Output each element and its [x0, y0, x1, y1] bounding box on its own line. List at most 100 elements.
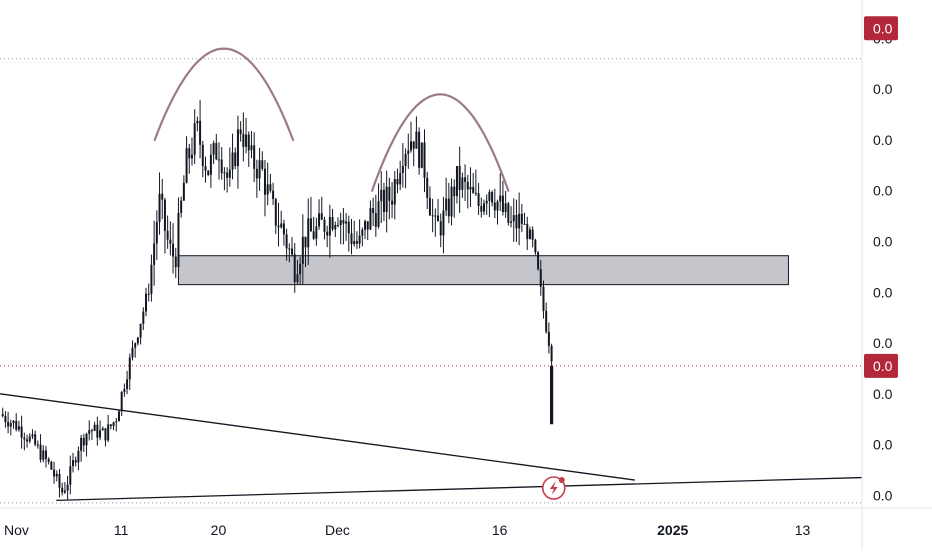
candle-body	[85, 433, 88, 446]
zone-support[interactable]	[177, 255, 789, 286]
candle-body	[285, 234, 288, 249]
candle-body	[82, 437, 85, 446]
candle-body	[542, 286, 545, 311]
candle-body	[136, 337, 139, 344]
candle-body	[434, 215, 437, 217]
candle-body	[488, 192, 491, 201]
candle-body	[26, 439, 29, 442]
x-tick-label: 13	[795, 522, 811, 538]
candle-body	[272, 190, 275, 200]
event-marker[interactable]	[541, 476, 566, 500]
candle-body	[47, 458, 50, 462]
candle-body	[28, 436, 31, 442]
candle-body	[7, 421, 10, 427]
trendline-0[interactable]	[0, 393, 635, 481]
candle-body	[301, 236, 304, 264]
candle-body	[372, 208, 375, 214]
candle-body	[90, 430, 93, 432]
candle-body	[320, 213, 323, 220]
candle-body	[250, 145, 253, 151]
candle-body	[115, 421, 118, 423]
candle-body	[55, 473, 58, 477]
candle-body	[296, 274, 299, 283]
candle-body	[309, 218, 312, 232]
candle-body	[550, 346, 553, 362]
candle-body	[209, 154, 212, 175]
candle-body	[431, 215, 434, 217]
candle-body	[117, 411, 120, 422]
candle-body	[531, 229, 534, 240]
trendlines[interactable]	[0, 393, 863, 502]
candle-body	[426, 177, 429, 198]
candle-body	[523, 223, 526, 225]
candle-body	[226, 172, 229, 178]
candle-body	[185, 148, 188, 183]
candle-body	[393, 179, 396, 205]
candle-body	[336, 225, 339, 227]
candle-body	[334, 225, 337, 230]
candle-body	[388, 186, 391, 201]
candle-body	[447, 198, 450, 217]
candle-body	[518, 213, 521, 229]
candle-body	[190, 154, 193, 159]
candle-body	[109, 424, 112, 427]
candle-body	[188, 148, 191, 159]
candle-body	[491, 192, 494, 203]
candle-body	[353, 241, 356, 245]
candle-body	[207, 170, 210, 175]
candle-body	[323, 219, 326, 232]
candle-body	[150, 264, 153, 294]
candle-body	[326, 231, 329, 236]
candle-body	[245, 134, 248, 147]
candle-body	[442, 210, 445, 236]
candle-body	[526, 223, 529, 239]
candle-body	[15, 420, 18, 430]
candle-body	[166, 230, 169, 240]
candle-body	[77, 450, 80, 463]
candle-body	[464, 177, 467, 182]
candle-body	[236, 129, 239, 167]
candle-body	[255, 168, 258, 179]
y-tick-label: 0.0	[873, 284, 893, 300]
lightning-icon[interactable]	[549, 481, 558, 495]
candle-body	[407, 150, 410, 155]
candle-body	[501, 195, 504, 213]
candle-body	[231, 152, 234, 170]
candle-body	[199, 120, 202, 145]
candle-body	[31, 434, 34, 437]
support-zone[interactable]	[177, 255, 789, 286]
candle-body	[34, 434, 37, 445]
pattern-arcs[interactable]	[153, 47, 510, 192]
price-label-next: 0.0	[873, 386, 893, 402]
y-tick-label: 0.0	[873, 335, 893, 351]
x-tick-label: 11	[114, 522, 129, 538]
candle-body	[355, 241, 358, 244]
candle-body	[358, 235, 361, 244]
x-tick-label: 16	[492, 522, 508, 538]
candle-body	[174, 256, 177, 268]
candle-body	[366, 221, 369, 230]
candle-body	[380, 189, 383, 202]
candle-body	[485, 200, 488, 204]
candle-body	[350, 233, 353, 245]
candle-body	[342, 220, 345, 224]
candle-body	[147, 293, 150, 295]
arc-head-left[interactable]	[153, 47, 295, 142]
arc-head-right[interactable]	[371, 93, 510, 192]
candle-body	[466, 181, 469, 190]
candle-body	[504, 203, 507, 213]
candle-body	[369, 208, 372, 230]
candle-body	[66, 484, 69, 491]
candle-body	[312, 231, 315, 239]
drop-candle	[549, 365, 554, 425]
candle-body	[328, 217, 331, 236]
price-label-next-box	[864, 381, 898, 406]
candle-body	[404, 154, 407, 166]
trendline-1[interactable]	[56, 476, 863, 502]
candle-body	[455, 166, 458, 197]
price-label-current: 0.0	[873, 358, 893, 374]
candle-body	[42, 450, 45, 460]
candle-body	[307, 218, 310, 248]
